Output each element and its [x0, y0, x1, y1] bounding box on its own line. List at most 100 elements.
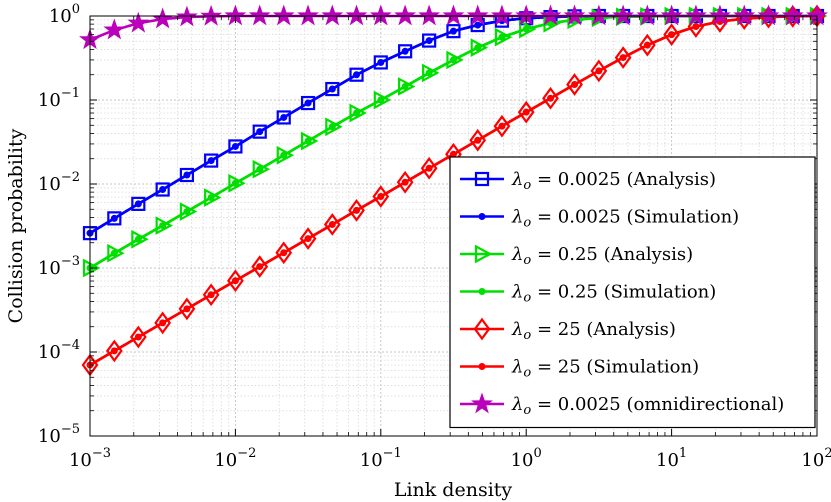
legend-symbol: λ	[511, 394, 523, 415]
y-tick-label-base: 10	[38, 90, 61, 111]
legend-marker	[474, 244, 493, 264]
x-tick-label-base: 10	[360, 450, 383, 471]
data-point	[256, 128, 264, 136]
data-point	[498, 33, 506, 41]
y-tick-label: 10−3	[38, 254, 80, 279]
data-point	[280, 113, 288, 121]
y-tick-label: 10−5	[38, 422, 80, 447]
y-tick-label-exponent: −1	[61, 86, 80, 101]
data-point	[107, 211, 122, 226]
data-point	[619, 54, 627, 62]
data-point	[425, 164, 433, 172]
legend: λo = 0.0025 (Analysis)λo = 0.0025 (Simul…	[449, 156, 816, 429]
x-tick-label: 101	[656, 446, 687, 471]
data-point	[207, 194, 215, 202]
data-point	[418, 4, 441, 26]
data-point	[377, 96, 385, 104]
data-point	[587, 4, 610, 26]
data-point	[110, 347, 118, 355]
y-tick-label-exponent: −2	[61, 170, 80, 185]
data-point	[353, 109, 361, 117]
data-point	[155, 216, 173, 235]
legend-marker	[478, 213, 486, 220]
y-tick-label-base: 10	[38, 426, 61, 447]
data-point	[300, 131, 319, 151]
data-point	[110, 214, 118, 222]
y-tick-label-base: 10	[38, 258, 61, 279]
data-point	[373, 90, 392, 110]
data-point	[155, 182, 170, 197]
legend-label: λo = 0.0025 (Analysis)	[511, 169, 716, 193]
legend-label: λo = 25 (Simulation)	[511, 357, 699, 381]
x-tick-label-base: 10	[69, 450, 92, 471]
data-point	[422, 63, 440, 83]
data-point	[231, 179, 239, 187]
y-tick-label-base: 10	[49, 6, 72, 27]
plot-frame	[89, 15, 818, 437]
data-point	[134, 235, 142, 243]
data-point	[684, 4, 707, 26]
data-point	[228, 173, 246, 193]
data-point	[522, 25, 530, 33]
data-point	[353, 206, 361, 214]
y-tick-label-exponent: −5	[61, 422, 80, 437]
x-tick-label-base: 10	[511, 450, 534, 471]
data-point	[401, 47, 409, 55]
x-tick-label-base: 10	[214, 450, 237, 471]
data-point	[474, 21, 482, 29]
data-point	[470, 38, 489, 57]
data-point	[159, 186, 167, 194]
data-point	[547, 94, 555, 102]
data-point	[127, 11, 150, 33]
legend-entry-4: λo = 25 (Analysis)	[460, 317, 676, 343]
x-tick-labels: 10−3 10−2 10−1 100 101 102	[69, 446, 831, 471]
data-point	[446, 24, 461, 39]
data-point	[425, 37, 433, 45]
data-point	[256, 263, 264, 271]
legend-entry-5: λo = 25 (Simulation)	[460, 357, 699, 381]
data-point	[563, 4, 586, 26]
legend-text: = 0.25 (Analysis)	[531, 244, 693, 265]
y-tick-label: 10−1	[38, 86, 80, 111]
data-point	[449, 150, 457, 158]
legend-symbol: λ	[511, 357, 523, 378]
y-tick-label-base: 10	[38, 174, 61, 195]
data-point	[668, 31, 676, 39]
data-point	[422, 33, 437, 48]
data-point	[325, 81, 340, 97]
data-point	[757, 4, 780, 26]
data-point	[612, 4, 635, 26]
data-point	[159, 222, 167, 230]
data-point	[519, 19, 537, 39]
y-tick-label: 100	[49, 2, 80, 27]
data-point	[442, 4, 465, 26]
x-tick-label: 10−2	[214, 446, 256, 471]
data-point	[252, 124, 267, 139]
data-point	[490, 4, 513, 26]
data-point	[328, 220, 336, 228]
data-point	[248, 4, 271, 26]
data-point	[474, 44, 482, 52]
legend-text: = 25 (Simulation)	[531, 357, 699, 378]
data-point	[183, 305, 191, 313]
data-point	[401, 82, 409, 90]
data-point	[183, 208, 191, 216]
data-point	[204, 153, 219, 168]
data-point	[321, 4, 344, 26]
x-axis-label: Link density	[394, 479, 513, 501]
y-axis-label: Collision probability	[5, 128, 27, 323]
data-point	[304, 235, 312, 243]
x-tick-label-exponent: −2	[237, 446, 256, 461]
y-tick-label-exponent: −4	[61, 338, 80, 353]
data-point	[643, 41, 651, 49]
data-point	[353, 71, 361, 79]
data-point	[325, 117, 343, 137]
data-point	[280, 151, 288, 159]
data-point	[571, 80, 579, 88]
x-tick-label-base: 10	[801, 450, 824, 471]
y-tick-label: 10−4	[38, 338, 80, 363]
legend-marker	[478, 288, 486, 295]
data-point	[446, 50, 464, 70]
